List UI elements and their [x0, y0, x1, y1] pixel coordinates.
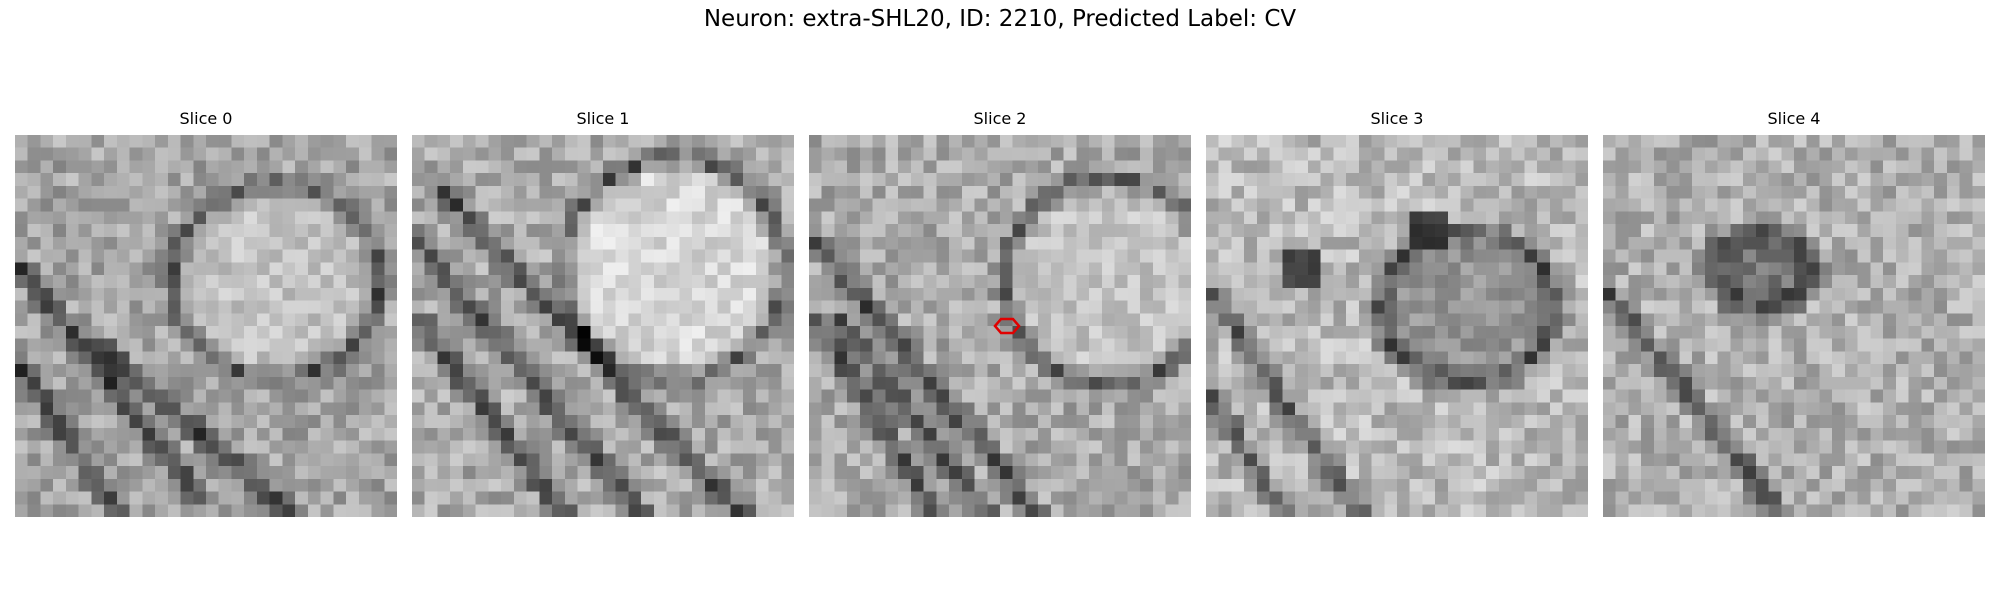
slice-image-1 [412, 135, 794, 517]
figure-title: Neuron: extra-SHL20, ID: 2210, Predicted… [703, 6, 1297, 32]
slice-title-3: Slice 3 [1370, 109, 1424, 128]
slice-panel-0: Slice 0 [15, 109, 397, 519]
slice-panel-1: Slice 1 [412, 109, 794, 519]
slice-panel-2: Slice 2 [809, 109, 1191, 519]
slice-image-2 [809, 135, 1191, 517]
slice-title-1: Slice 1 [576, 109, 630, 128]
slice-title-4: Slice 4 [1767, 109, 1821, 128]
slice-image-4 [1603, 135, 1985, 517]
slice-title-0: Slice 0 [179, 109, 233, 128]
slice-panel-3: Slice 3 [1206, 109, 1588, 519]
slice-image-0 [15, 135, 397, 517]
slice-title-2: Slice 2 [973, 109, 1027, 128]
slice-image-3 [1206, 135, 1588, 517]
slice-panel-4: Slice 4 [1603, 109, 1985, 519]
